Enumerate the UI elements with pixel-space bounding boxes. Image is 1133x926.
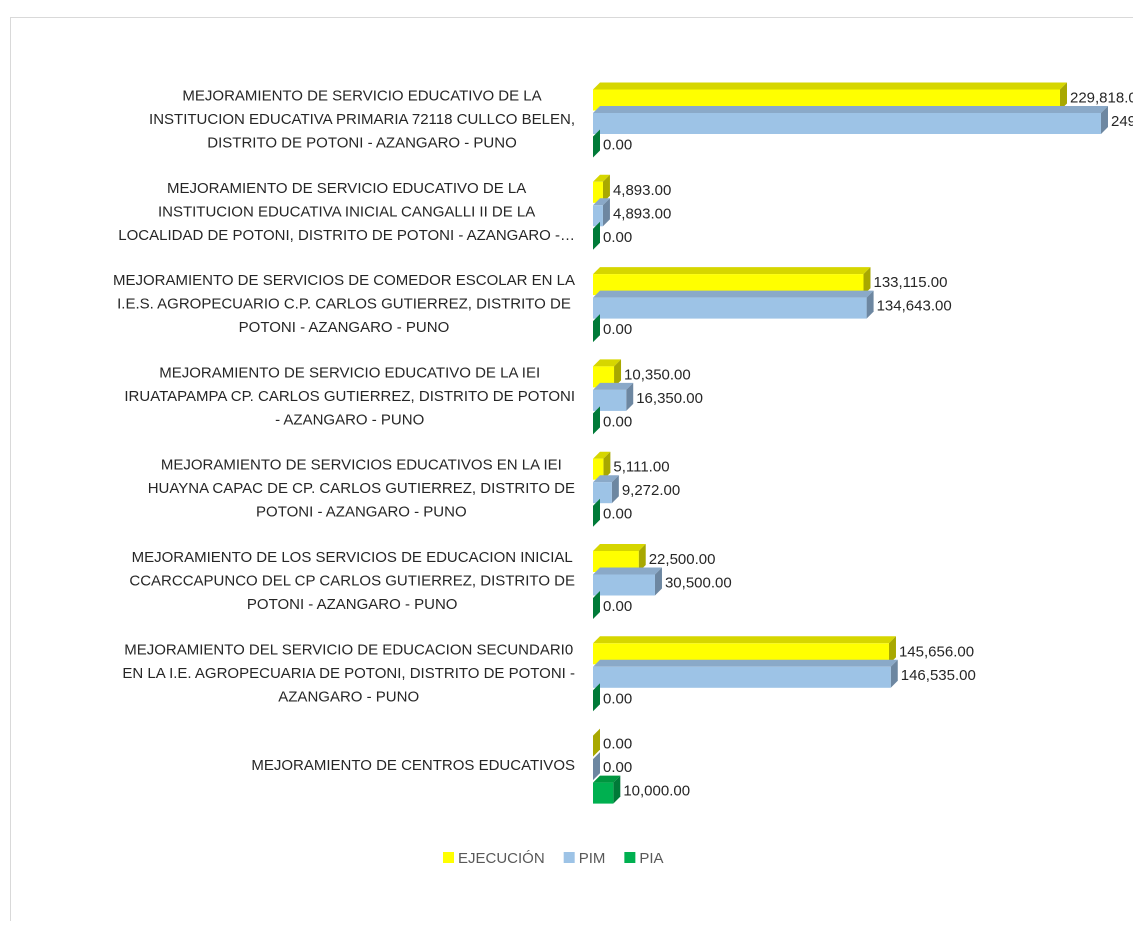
bar-top	[593, 568, 662, 575]
category-label: MEJORAMIENTO DE SERVICIO EDUCATIVO DE LA…	[118, 180, 575, 244]
value-label: 0.00	[603, 690, 632, 707]
bar	[593, 106, 1108, 134]
legend-swatch	[624, 852, 635, 863]
bar	[593, 475, 619, 503]
bar	[593, 383, 633, 411]
value-label: 0.00	[603, 598, 632, 615]
value-label: 146,535.00	[901, 667, 976, 684]
value-label: 133,115.00	[873, 274, 947, 291]
bar	[593, 776, 620, 804]
bar	[593, 660, 898, 688]
value-label: 134,643.00	[877, 298, 952, 315]
value-label: 145,656.00	[899, 643, 974, 660]
bar	[593, 291, 874, 319]
value-label: 0.00	[603, 229, 632, 246]
value-label: 30,500.00	[665, 574, 732, 591]
bar-top	[593, 291, 874, 298]
value-label: 5,111.00	[613, 459, 669, 476]
bar-front	[593, 390, 626, 411]
value-label: 0.00	[603, 736, 632, 753]
legend-label: EJECUCIÓN	[458, 850, 545, 867]
bar-front	[593, 298, 867, 319]
bar-front	[593, 667, 891, 688]
value-label: 0.00	[603, 413, 632, 430]
category-label: MEJORAMIENTO DE SERVICIO EDUCATIVO DE LA…	[149, 87, 575, 151]
bar-front	[593, 783, 613, 804]
value-label: 22,500.00	[649, 551, 716, 568]
bar-top	[593, 267, 870, 274]
value-label: 10,350.00	[624, 366, 691, 383]
category-label: MEJORAMIENTO DE CENTROS EDUCATIVOS	[251, 757, 575, 774]
value-label: 0.00	[603, 759, 632, 776]
bar-top	[593, 660, 898, 667]
value-label: 229,818.00	[1070, 89, 1133, 106]
bar-front	[593, 575, 655, 596]
value-label: 10,000.00	[623, 783, 690, 800]
bar-top	[593, 636, 896, 643]
value-label: 4,893.00	[613, 182, 671, 199]
value-label: 9,272.00	[622, 482, 680, 499]
bar-top	[593, 83, 1067, 90]
value-label: 0.00	[603, 321, 632, 338]
bar-top	[593, 383, 633, 390]
value-label: 0.00	[603, 136, 632, 153]
bar-front	[593, 113, 1101, 134]
bar-top	[593, 544, 646, 551]
value-label: 249,994.00	[1111, 113, 1133, 130]
value-label: 0.00	[603, 506, 632, 523]
bar	[593, 568, 662, 596]
legend-label: PIM	[579, 850, 606, 867]
legend-label: PIA	[639, 850, 663, 867]
legend-swatch	[564, 852, 575, 863]
bar-front	[593, 482, 612, 503]
bar-front	[593, 205, 603, 226]
value-label: 16,350.00	[636, 390, 703, 407]
legend-swatch	[443, 852, 454, 863]
bar-top	[593, 106, 1108, 113]
value-label: 4,893.00	[613, 205, 671, 222]
